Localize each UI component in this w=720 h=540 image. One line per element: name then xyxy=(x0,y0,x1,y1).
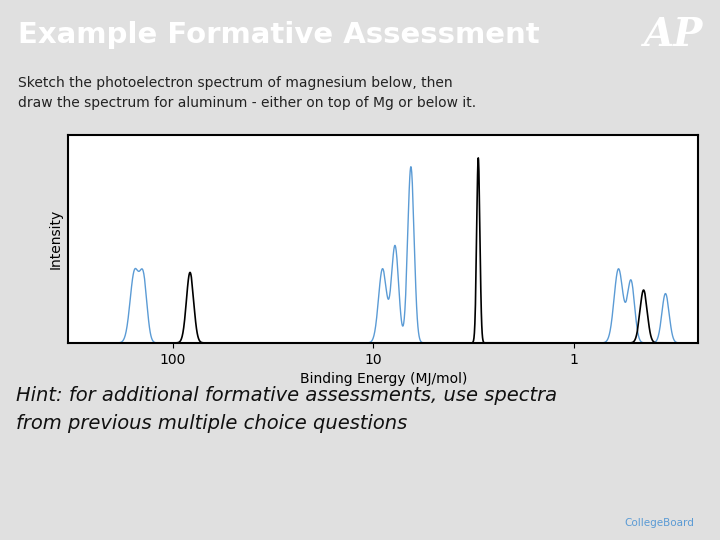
Text: Example Formative Assessment: Example Formative Assessment xyxy=(18,21,539,49)
Text: Hint: for additional formative assessments, use spectra
from previous multiple c: Hint: for additional formative assessmen… xyxy=(16,386,557,433)
Text: AP: AP xyxy=(644,16,703,54)
X-axis label: Binding Energy (MJ/mol): Binding Energy (MJ/mol) xyxy=(300,372,467,386)
Text: CollegeBoard: CollegeBoard xyxy=(624,518,695,528)
Y-axis label: Intensity: Intensity xyxy=(49,209,63,269)
Text: Sketch the photoelectron spectrum of magnesium below, then
draw the spectrum for: Sketch the photoelectron spectrum of mag… xyxy=(18,76,476,110)
